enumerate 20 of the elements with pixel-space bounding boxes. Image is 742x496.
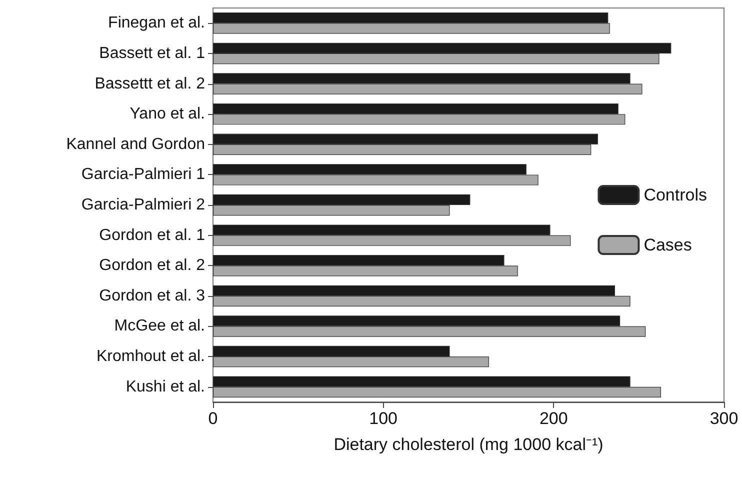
- y-tick-label: Bassett et al. 1: [99, 44, 206, 62]
- x-axis-title: Dietary cholesterol (mg 1000 kcal⁻¹): [334, 435, 604, 454]
- y-tick-label: Kushi et al.: [126, 378, 205, 396]
- y-tick-label: Garcia-Palmieri 2: [81, 196, 206, 214]
- x-tick-label: 300: [710, 409, 738, 428]
- y-tick-label: Gordon et al. 3: [99, 287, 206, 304]
- y-tick-label: McGee et al.: [114, 318, 205, 335]
- x-tick-label: 0: [208, 409, 218, 428]
- y-tick-label: Yano et al.: [130, 106, 205, 123]
- legend-label: Controls: [644, 186, 708, 204]
- x-tick-label: 200: [539, 409, 568, 428]
- y-tick-label: Garcia-Palmieri 1: [81, 166, 206, 184]
- y-tick-label: Bassettt et al. 2: [94, 75, 206, 92]
- y-tick-label: Kromhout et al.: [96, 348, 205, 366]
- x-tick-label: 100: [369, 409, 398, 428]
- y-tick-label: Gordon et al. 1: [99, 226, 206, 244]
- legend-label: Cases: [644, 236, 692, 254]
- y-tick-label: Gordon et al. 2: [99, 257, 206, 274]
- y-tick-label: Kannel and Gordon: [66, 136, 205, 153]
- y-tick-label: Finegan et al.: [108, 14, 205, 32]
